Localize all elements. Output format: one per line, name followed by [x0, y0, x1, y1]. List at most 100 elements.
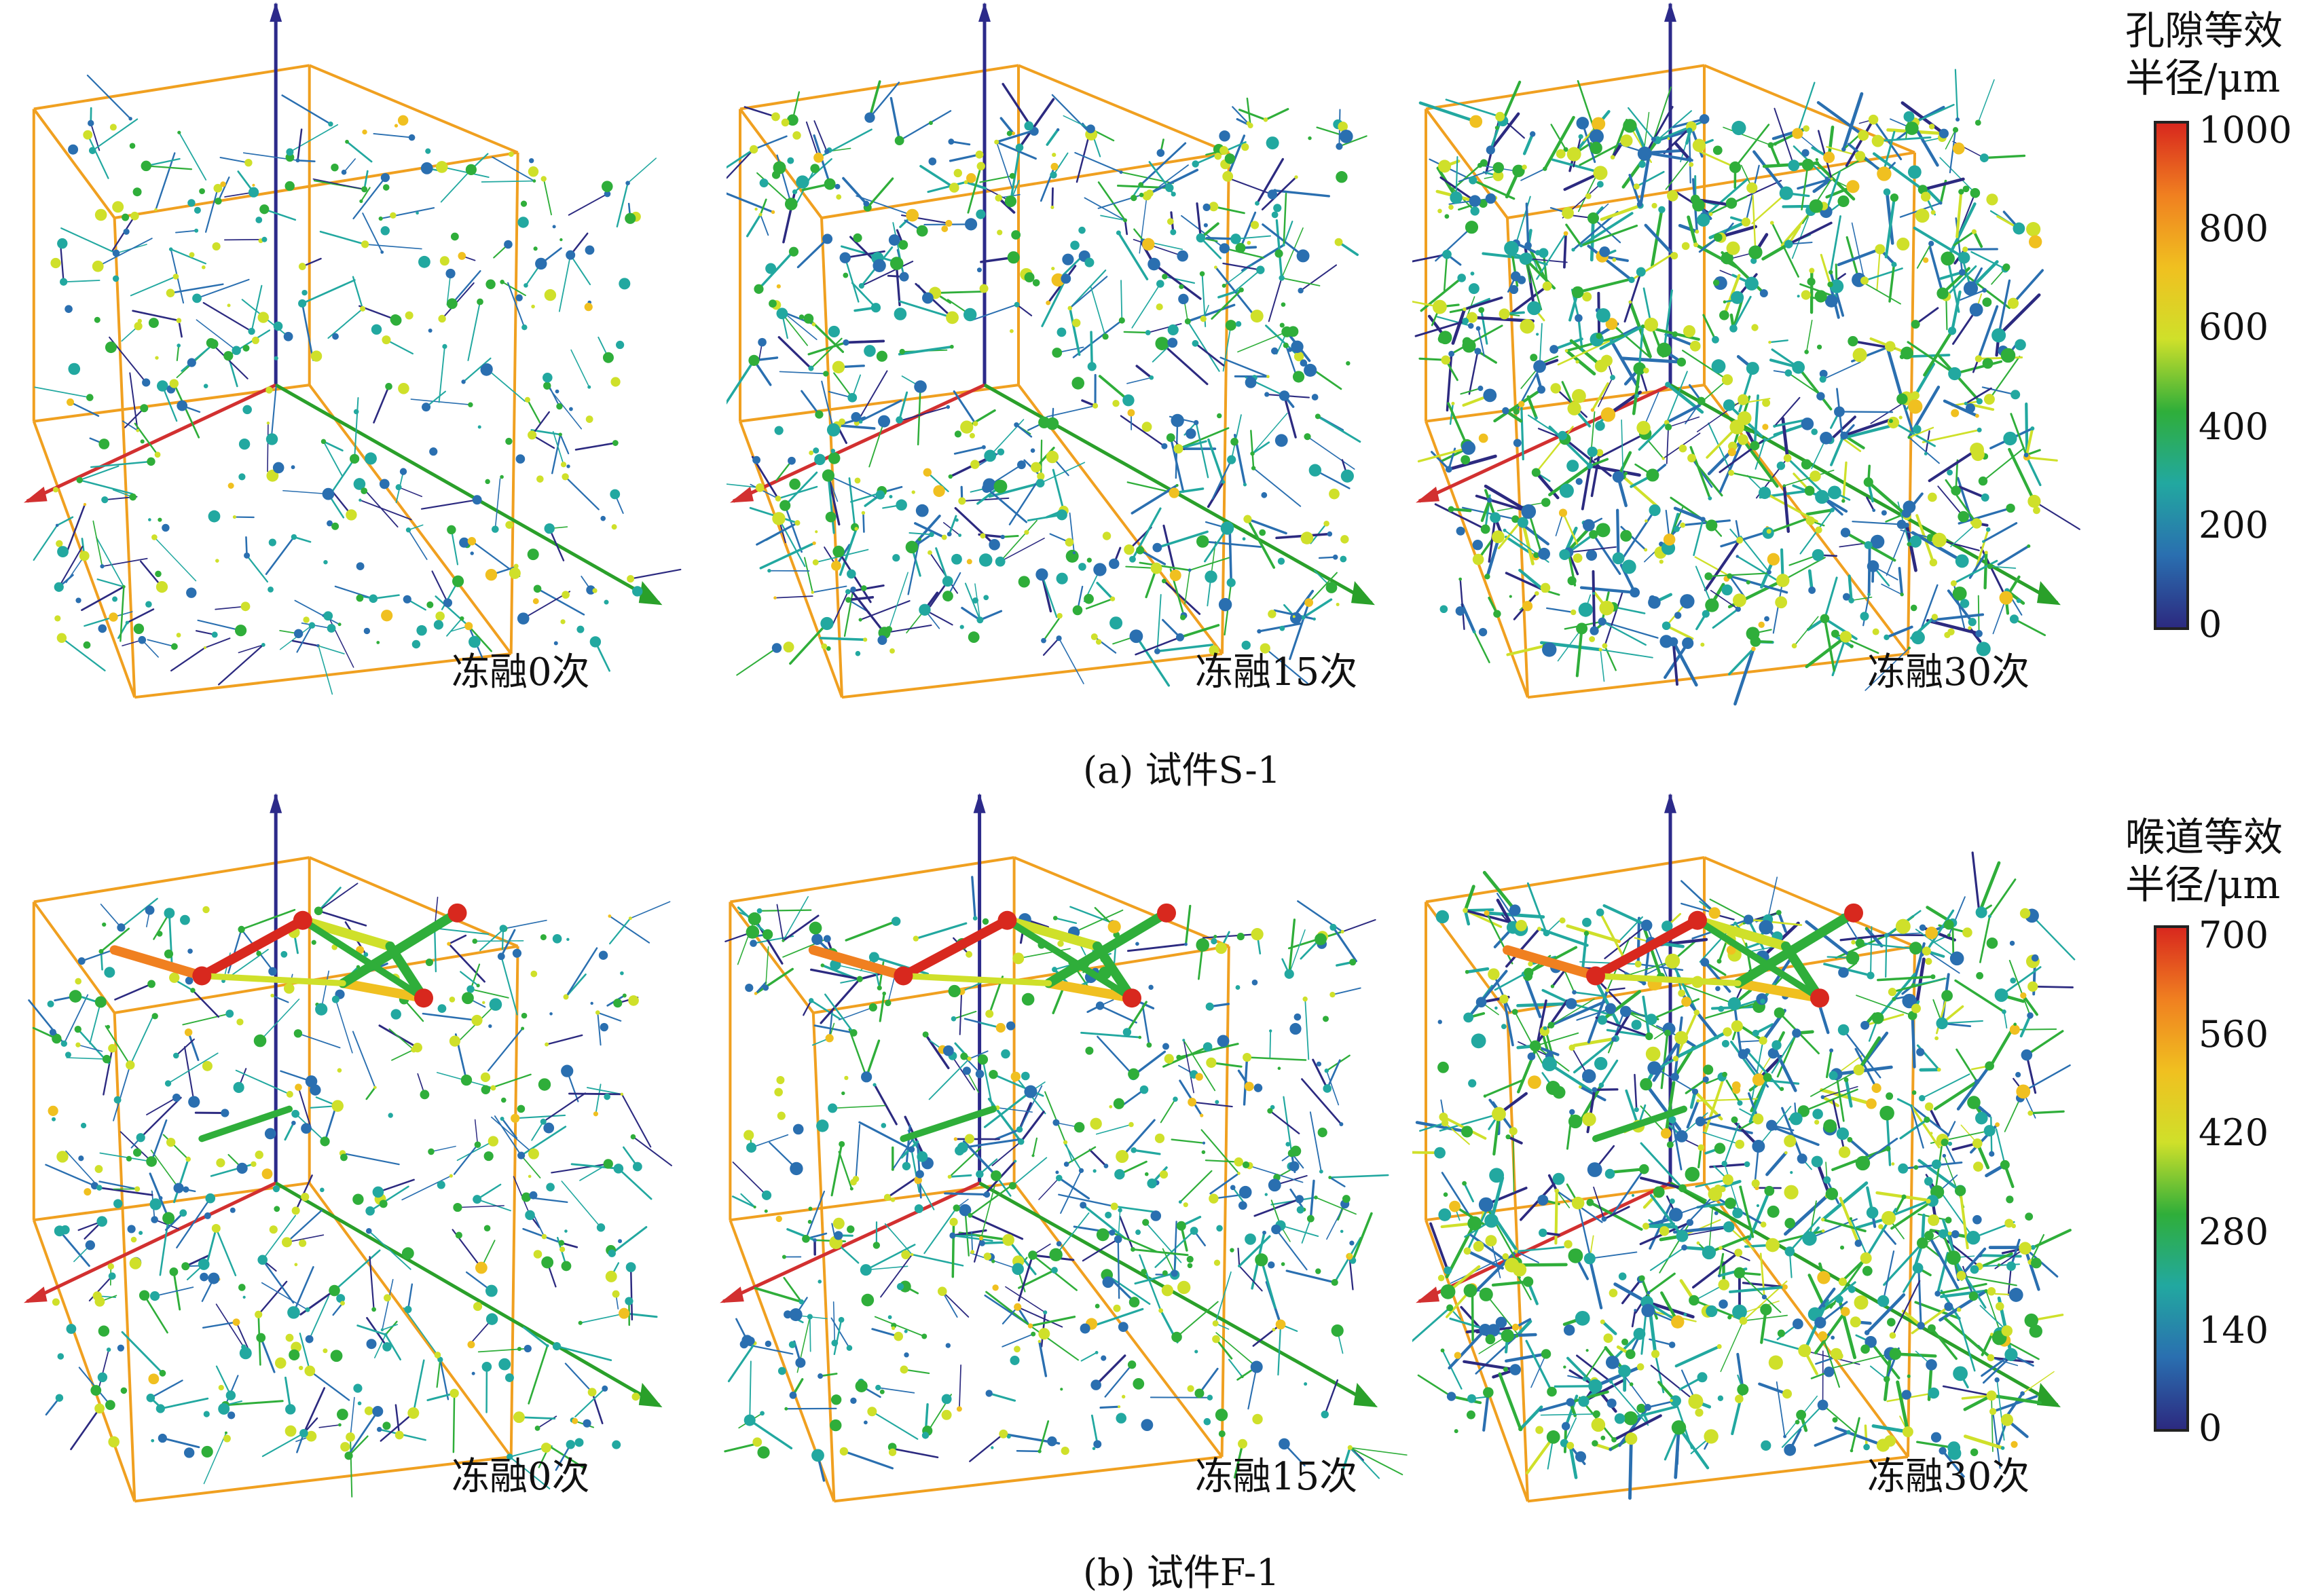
pore-node: [323, 1348, 327, 1353]
pore-node: [2001, 348, 2016, 363]
pore-node: [620, 971, 624, 976]
pore-node: [1693, 138, 1706, 151]
pore-node: [619, 1308, 629, 1319]
pore-node: [254, 1035, 267, 1047]
pore-throat: [67, 1058, 107, 1059]
pore-node: [1486, 145, 1495, 154]
pore-node: [1131, 1147, 1137, 1153]
pore-throat: [954, 392, 975, 424]
pore-node: [381, 1329, 384, 1331]
pore-throat: [1585, 1347, 1606, 1379]
pore-node: [1642, 149, 1649, 156]
pore-node: [1572, 286, 1584, 299]
pore-node: [1958, 511, 1969, 523]
pore-throat: [1301, 265, 1336, 291]
pore-node: [809, 451, 813, 456]
pore-node: [155, 451, 161, 458]
pore-node: [1564, 231, 1568, 236]
pore-node: [1624, 472, 1628, 475]
pore-node: [1924, 452, 1928, 456]
pore-node: [473, 1195, 481, 1204]
pore-throat: [1302, 1219, 1311, 1243]
pore-node: [1592, 117, 1605, 130]
pore-node: [1680, 594, 1694, 608]
pore-node: [599, 950, 608, 959]
pore-node: [1129, 556, 1136, 563]
pore-node: [267, 422, 270, 424]
pore-node: [1884, 933, 1889, 938]
pore-node: [839, 418, 845, 425]
pore-throat: [179, 132, 206, 180]
pore-node: [1520, 319, 1535, 334]
pore-throat: [93, 521, 102, 567]
pore-node: [1294, 175, 1298, 179]
pore-node: [1551, 984, 1554, 988]
pore-throat: [810, 1317, 811, 1352]
pore-node: [304, 1366, 315, 1377]
pore-node: [748, 912, 761, 925]
pore-node: [148, 1373, 159, 1384]
pore-node: [1171, 1332, 1182, 1343]
pore-node: [371, 324, 382, 335]
pore-node: [977, 267, 982, 272]
pore-node: [391, 1009, 401, 1019]
pore-node: [951, 1016, 957, 1022]
pore-node: [284, 332, 293, 341]
pore-node: [549, 1012, 553, 1016]
pore-node: [850, 1029, 858, 1037]
pore-node: [559, 1240, 565, 1246]
pore-node: [57, 238, 67, 248]
pore-node: [1171, 191, 1176, 196]
pore-throat: [392, 1050, 414, 1060]
pore-node: [1848, 1286, 1856, 1293]
pore-throat: [832, 1144, 842, 1195]
pore-node: [1695, 1117, 1706, 1127]
pore-node: [1767, 529, 1771, 534]
pore-node: [428, 329, 433, 333]
pore-throat: [788, 1229, 815, 1240]
pore-throat: [1053, 470, 1063, 511]
pore-node: [966, 951, 972, 958]
pore-node: [185, 1028, 192, 1036]
pore-node: [1751, 324, 1758, 331]
pore-throat: [1721, 532, 1769, 546]
pore-node: [1302, 997, 1307, 1001]
pore-node: [997, 448, 1004, 455]
pore-throat: [1753, 196, 1756, 253]
pore-throat: [1209, 440, 1224, 482]
pore-node: [1599, 648, 1602, 651]
pore-throat: [821, 979, 860, 1023]
pore-throat: [475, 1119, 478, 1145]
pore-node: [1340, 1230, 1344, 1233]
pore-node: [172, 1094, 181, 1102]
pore-node: [1122, 1395, 1125, 1398]
pore-node: [875, 1385, 881, 1390]
pore-node: [569, 407, 573, 411]
pore-node: [456, 1231, 462, 1238]
pore-node: [1268, 1261, 1274, 1268]
pore-node: [261, 237, 267, 242]
pore-throat: [610, 918, 630, 944]
pore-node: [1214, 153, 1222, 160]
pore-node: [1227, 578, 1236, 587]
pore-throat: [175, 1159, 189, 1202]
pore-node: [240, 1347, 252, 1359]
pore-node: [1958, 252, 1970, 264]
pore-node: [1296, 1195, 1304, 1203]
pore-node: [1114, 1169, 1124, 1179]
pore-node: [1579, 603, 1593, 617]
pore-node: [464, 622, 473, 630]
pore-node: [1329, 924, 1336, 931]
pore-node: [560, 619, 565, 624]
pore-throat: [408, 1284, 412, 1310]
pore-node: [287, 1306, 300, 1319]
pore-node: [291, 1121, 296, 1126]
pore-node: [985, 1009, 993, 1018]
pore-node: [929, 532, 934, 538]
pore-node: [1848, 336, 1858, 346]
pore-node: [1437, 208, 1442, 213]
pore-throat: [1203, 934, 1257, 938]
pore-node: [1985, 551, 1988, 554]
pore-node: [2026, 222, 2040, 236]
pore-throat: [260, 999, 299, 1041]
